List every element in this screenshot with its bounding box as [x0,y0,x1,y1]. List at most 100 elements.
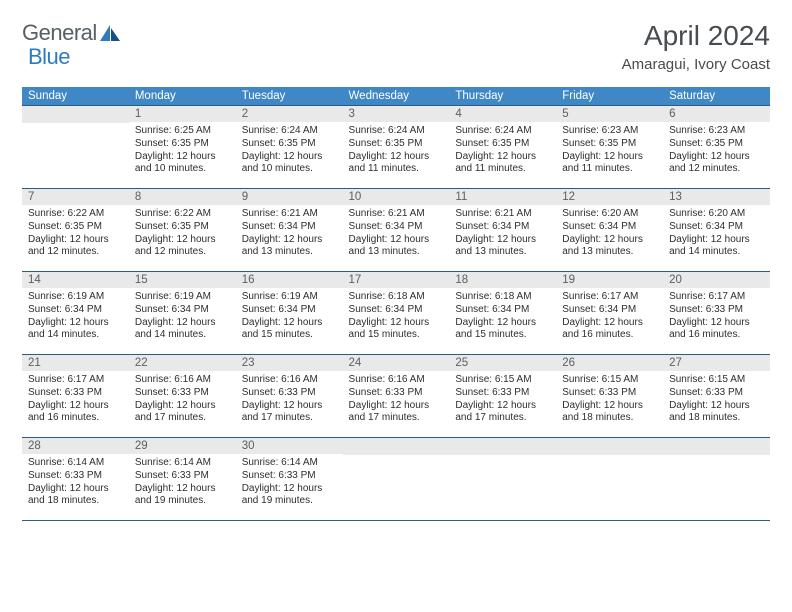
day-number: 17 [343,272,450,288]
calendar-cell: 19Sunrise: 6:17 AMSunset: 6:34 PMDayligh… [556,272,663,355]
daylight-text: Daylight: 12 hours and 10 minutes. [135,151,230,177]
calendar-table: Sunday Monday Tuesday Wednesday Thursday… [22,87,770,521]
day-details: Sunrise: 6:15 AMSunset: 6:33 PMDaylight:… [556,371,663,428]
day-details: Sunrise: 6:18 AMSunset: 6:34 PMDaylight:… [449,288,556,345]
sunrise-text: Sunrise: 6:17 AM [28,374,123,387]
weekday-header: Sunday [22,87,129,106]
sunset-text: Sunset: 6:34 PM [562,221,657,234]
day-details: Sunrise: 6:18 AMSunset: 6:34 PMDaylight:… [343,288,450,345]
sunset-text: Sunset: 6:34 PM [455,221,550,234]
daylight-text: Daylight: 12 hours and 14 minutes. [669,234,764,260]
day-details: Sunrise: 6:24 AMSunset: 6:35 PMDaylight:… [343,122,450,179]
day-details: Sunrise: 6:17 AMSunset: 6:33 PMDaylight:… [663,288,770,345]
sunrise-text: Sunrise: 6:17 AM [562,291,657,304]
sunrise-text: Sunrise: 6:20 AM [669,208,764,221]
day-number: 27 [663,355,770,371]
title-block: April 2024 Amaragui, Ivory Coast [622,20,770,73]
sunset-text: Sunset: 6:34 PM [349,221,444,234]
sunset-text: Sunset: 6:35 PM [135,138,230,151]
calendar-cell [663,438,770,521]
calendar-cell: 28Sunrise: 6:14 AMSunset: 6:33 PMDayligh… [22,438,129,521]
sunset-text: Sunset: 6:33 PM [242,387,337,400]
day-details: Sunrise: 6:22 AMSunset: 6:35 PMDaylight:… [129,205,236,262]
daylight-text: Daylight: 12 hours and 13 minutes. [562,234,657,260]
sunset-text: Sunset: 6:35 PM [135,221,230,234]
sunrise-text: Sunrise: 6:16 AM [242,374,337,387]
daylight-text: Daylight: 12 hours and 11 minutes. [349,151,444,177]
sunrise-text: Sunrise: 6:16 AM [135,374,230,387]
day-details: Sunrise: 6:21 AMSunset: 6:34 PMDaylight:… [236,205,343,262]
calendar-cell: 18Sunrise: 6:18 AMSunset: 6:34 PMDayligh… [449,272,556,355]
day-details: Sunrise: 6:24 AMSunset: 6:35 PMDaylight:… [449,122,556,179]
sunrise-text: Sunrise: 6:19 AM [135,291,230,304]
location-label: Amaragui, Ivory Coast [622,56,770,73]
sunset-text: Sunset: 6:33 PM [669,304,764,317]
day-details: Sunrise: 6:25 AMSunset: 6:35 PMDaylight:… [129,122,236,179]
daylight-text: Daylight: 12 hours and 13 minutes. [349,234,444,260]
sunset-text: Sunset: 6:33 PM [455,387,550,400]
daylight-text: Daylight: 12 hours and 18 minutes. [28,483,123,509]
weekday-header: Saturday [663,87,770,106]
sunrise-text: Sunrise: 6:22 AM [135,208,230,221]
day-number [556,438,663,455]
calendar-cell: 9Sunrise: 6:21 AMSunset: 6:34 PMDaylight… [236,189,343,272]
calendar-cell: 20Sunrise: 6:17 AMSunset: 6:33 PMDayligh… [663,272,770,355]
sunrise-text: Sunrise: 6:16 AM [349,374,444,387]
day-details: Sunrise: 6:21 AMSunset: 6:34 PMDaylight:… [449,205,556,262]
day-details: Sunrise: 6:16 AMSunset: 6:33 PMDaylight:… [343,371,450,428]
calendar-cell: 3Sunrise: 6:24 AMSunset: 6:35 PMDaylight… [343,106,450,189]
sunset-text: Sunset: 6:33 PM [349,387,444,400]
daylight-text: Daylight: 12 hours and 12 minutes. [135,234,230,260]
calendar-cell: 8Sunrise: 6:22 AMSunset: 6:35 PMDaylight… [129,189,236,272]
sunset-text: Sunset: 6:33 PM [669,387,764,400]
sunset-text: Sunset: 6:35 PM [28,221,123,234]
calendar-cell: 12Sunrise: 6:20 AMSunset: 6:34 PMDayligh… [556,189,663,272]
calendar-cell: 24Sunrise: 6:16 AMSunset: 6:33 PMDayligh… [343,355,450,438]
sunrise-text: Sunrise: 6:23 AM [669,125,764,138]
day-details: Sunrise: 6:19 AMSunset: 6:34 PMDaylight:… [129,288,236,345]
daylight-text: Daylight: 12 hours and 11 minutes. [562,151,657,177]
calendar-cell: 15Sunrise: 6:19 AMSunset: 6:34 PMDayligh… [129,272,236,355]
sunset-text: Sunset: 6:33 PM [28,387,123,400]
day-details: Sunrise: 6:22 AMSunset: 6:35 PMDaylight:… [22,205,129,262]
calendar-cell [449,438,556,521]
day-details: Sunrise: 6:15 AMSunset: 6:33 PMDaylight:… [449,371,556,428]
calendar-cell: 29Sunrise: 6:14 AMSunset: 6:33 PMDayligh… [129,438,236,521]
calendar-row: 14Sunrise: 6:19 AMSunset: 6:34 PMDayligh… [22,272,770,355]
sunset-text: Sunset: 6:34 PM [242,221,337,234]
calendar-row: 21Sunrise: 6:17 AMSunset: 6:33 PMDayligh… [22,355,770,438]
calendar-cell: 11Sunrise: 6:21 AMSunset: 6:34 PMDayligh… [449,189,556,272]
calendar-cell: 23Sunrise: 6:16 AMSunset: 6:33 PMDayligh… [236,355,343,438]
calendar-cell: 13Sunrise: 6:20 AMSunset: 6:34 PMDayligh… [663,189,770,272]
daylight-text: Daylight: 12 hours and 10 minutes. [242,151,337,177]
calendar-row: 1Sunrise: 6:25 AMSunset: 6:35 PMDaylight… [22,106,770,189]
weekday-header: Friday [556,87,663,106]
day-number: 6 [663,106,770,122]
day-number [663,438,770,455]
day-number: 2 [236,106,343,122]
day-number: 19 [556,272,663,288]
calendar-cell [556,438,663,521]
calendar-cell: 16Sunrise: 6:19 AMSunset: 6:34 PMDayligh… [236,272,343,355]
day-number: 22 [129,355,236,371]
daylight-text: Daylight: 12 hours and 12 minutes. [669,151,764,177]
sunrise-text: Sunrise: 6:21 AM [455,208,550,221]
day-details: Sunrise: 6:16 AMSunset: 6:33 PMDaylight:… [236,371,343,428]
sunset-text: Sunset: 6:34 PM [349,304,444,317]
day-number: 18 [449,272,556,288]
day-number: 10 [343,189,450,205]
daylight-text: Daylight: 12 hours and 17 minutes. [455,400,550,426]
sunrise-text: Sunrise: 6:18 AM [455,291,550,304]
day-number: 4 [449,106,556,122]
day-number: 12 [556,189,663,205]
day-number: 5 [556,106,663,122]
daylight-text: Daylight: 12 hours and 13 minutes. [455,234,550,260]
sunset-text: Sunset: 6:33 PM [562,387,657,400]
day-number: 15 [129,272,236,288]
calendar-cell: 17Sunrise: 6:18 AMSunset: 6:34 PMDayligh… [343,272,450,355]
daylight-text: Daylight: 12 hours and 16 minutes. [562,317,657,343]
day-details: Sunrise: 6:14 AMSunset: 6:33 PMDaylight:… [236,454,343,511]
daylight-text: Daylight: 12 hours and 17 minutes. [135,400,230,426]
day-number: 29 [129,438,236,454]
day-number: 11 [449,189,556,205]
